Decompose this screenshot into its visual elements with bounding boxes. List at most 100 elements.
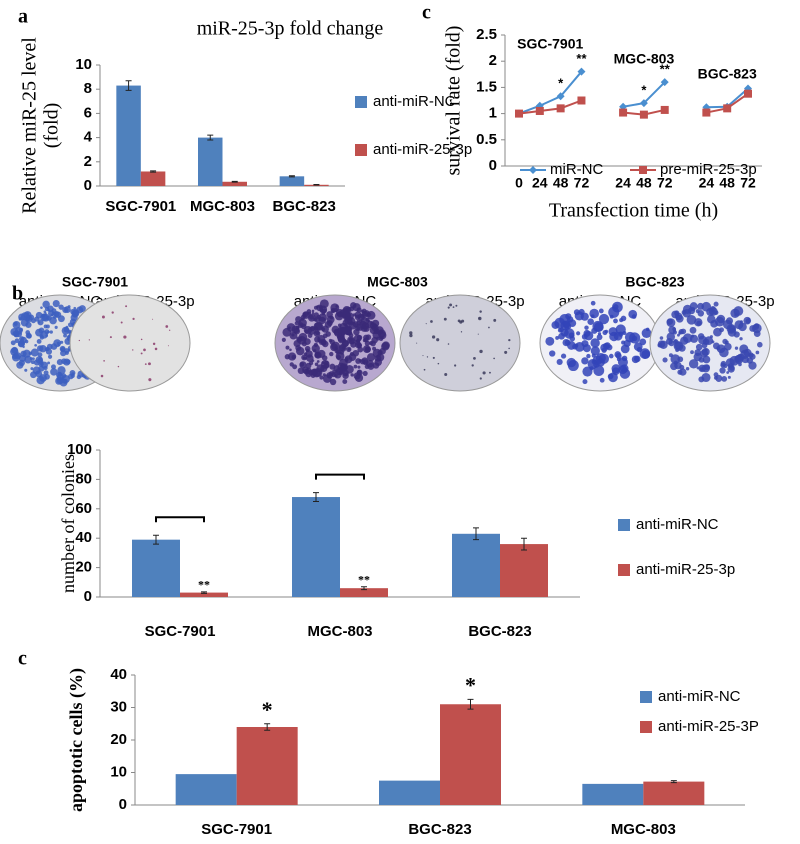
colony	[285, 345, 290, 350]
colony	[349, 306, 355, 312]
colony	[69, 370, 76, 376]
colony	[152, 318, 154, 320]
colony	[601, 347, 607, 353]
colony	[613, 318, 618, 324]
colony	[698, 357, 705, 363]
legend-label: anti-miR-NC	[373, 93, 456, 110]
colony	[295, 346, 305, 356]
colony	[339, 365, 347, 374]
point	[535, 106, 544, 115]
point	[702, 108, 711, 117]
colony	[152, 342, 156, 346]
error-bar	[125, 80, 132, 91]
colony	[20, 350, 27, 357]
colony	[641, 328, 652, 339]
colony	[289, 348, 292, 352]
colony	[678, 329, 684, 335]
point	[577, 67, 586, 76]
colony	[473, 357, 476, 360]
x-tick-label: MGC-803	[190, 198, 255, 215]
colony	[722, 338, 728, 345]
colony	[690, 350, 694, 355]
colony	[701, 301, 712, 312]
colony	[713, 310, 719, 315]
colony	[24, 355, 32, 364]
x-tick-label: BGC-823	[408, 821, 471, 838]
legend-swatch	[640, 691, 652, 703]
colony	[604, 329, 609, 334]
colony	[337, 335, 346, 344]
significance-mark: *	[465, 672, 476, 697]
colony	[61, 326, 70, 335]
colony	[293, 340, 301, 348]
error-bar	[361, 586, 367, 591]
colony	[286, 323, 296, 332]
colony	[363, 334, 370, 341]
significance-bracket	[155, 516, 205, 523]
y-tick-label: 40	[75, 529, 92, 546]
colony	[62, 306, 69, 314]
colony	[65, 325, 69, 329]
colony	[641, 350, 651, 359]
colony	[293, 328, 301, 335]
colony	[357, 344, 362, 349]
colony	[578, 308, 585, 316]
colony	[165, 325, 169, 328]
colony	[88, 339, 90, 341]
x-tick-label: SGC-7901	[105, 198, 176, 215]
colony	[596, 334, 603, 341]
colony	[345, 364, 354, 374]
colony	[67, 305, 71, 309]
colony	[36, 339, 42, 344]
significance-bracket	[315, 473, 365, 480]
legend-swatch	[355, 144, 367, 156]
colony	[140, 338, 143, 341]
colony	[39, 345, 47, 353]
colony	[10, 327, 19, 336]
colony	[381, 341, 390, 350]
bar	[452, 533, 500, 597]
colony	[154, 347, 158, 351]
colony	[685, 367, 690, 371]
colony	[100, 374, 104, 378]
significance-mark: **	[576, 51, 587, 66]
colony	[311, 368, 319, 375]
legend-label: anti-miR-25-3p	[636, 561, 735, 578]
colony	[608, 353, 614, 359]
colony	[346, 346, 352, 352]
colony	[22, 345, 25, 349]
colony	[50, 343, 58, 350]
colony	[713, 376, 718, 380]
colony	[596, 358, 605, 367]
plate	[69, 294, 191, 392]
colony	[63, 333, 67, 338]
colony	[674, 310, 680, 316]
colony	[479, 349, 483, 354]
colony	[593, 365, 605, 376]
group-label: SGC-7901	[517, 36, 583, 52]
colony	[329, 351, 334, 357]
colony	[341, 333, 345, 337]
colony	[560, 353, 567, 359]
x-tick-label: 72	[574, 175, 590, 191]
colony	[583, 330, 594, 341]
colony	[423, 368, 426, 371]
colony	[328, 338, 333, 343]
colony	[298, 318, 307, 328]
colony	[355, 325, 361, 331]
x-tick-label: BGC-823	[272, 198, 335, 215]
colony	[373, 324, 378, 328]
y-tick-label: 2.5	[476, 26, 497, 43]
y-tick-label: 20	[75, 559, 92, 576]
bar	[198, 137, 223, 186]
y-axis-label: survival rate (fold)	[443, 26, 465, 176]
colony	[345, 312, 354, 321]
colony	[724, 342, 732, 351]
colony	[608, 327, 618, 337]
colony	[45, 334, 48, 337]
colony	[299, 361, 307, 369]
colony	[34, 343, 38, 347]
colony	[675, 314, 684, 323]
colony	[39, 334, 44, 338]
colony	[353, 372, 361, 380]
